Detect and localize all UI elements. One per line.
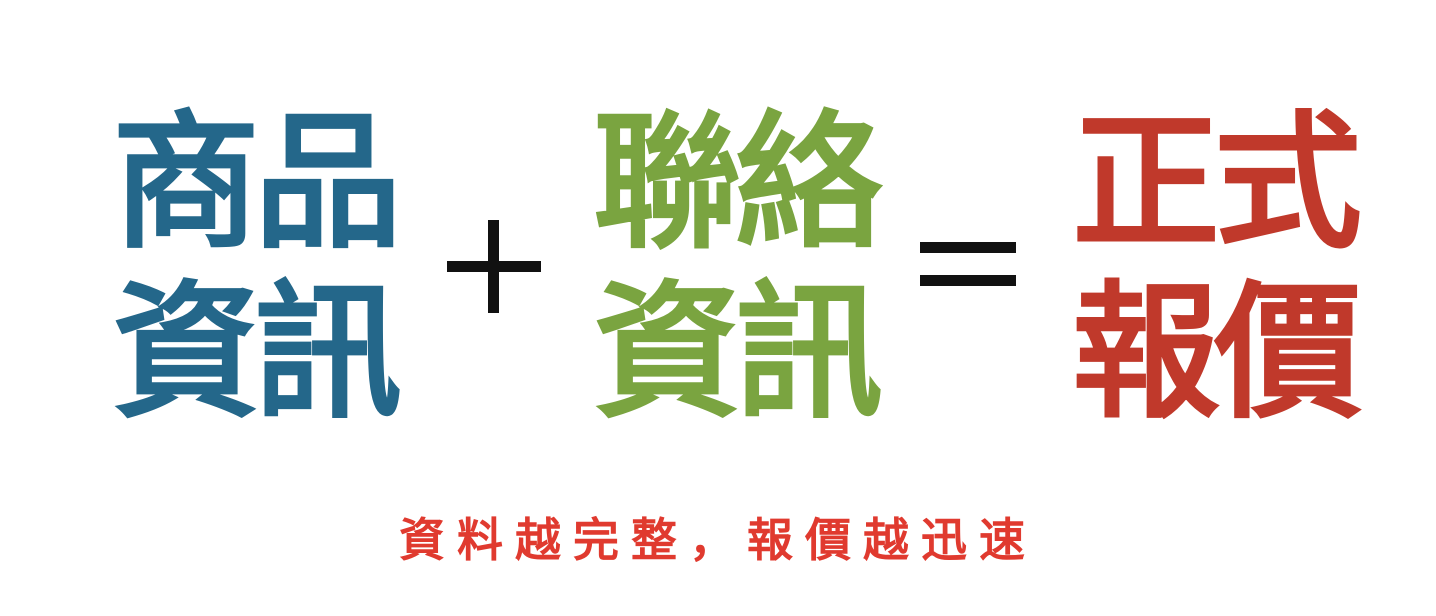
product-info-line2: 資訊 bbox=[112, 267, 402, 439]
equals-top-bar bbox=[920, 242, 1016, 253]
product-info-term: 商品 資訊 bbox=[104, 98, 404, 438]
contact-info-line1: 聯絡 bbox=[593, 97, 883, 269]
product-info-line1: 商品 bbox=[112, 97, 402, 269]
contact-info-term: 聯絡 資訊 bbox=[585, 98, 885, 438]
formal-quote-term: 正式 報價 bbox=[1064, 98, 1364, 438]
formal-quote-line1: 正式 bbox=[1072, 97, 1362, 269]
equals-bottom-bar bbox=[920, 275, 1016, 286]
formal-quote-line2: 報價 bbox=[1072, 267, 1362, 439]
contact-info-line2: 資訊 bbox=[593, 267, 883, 439]
plus-vertical-bar bbox=[488, 220, 499, 313]
tagline: 資料越完整，報價越迅速 bbox=[399, 513, 1037, 567]
